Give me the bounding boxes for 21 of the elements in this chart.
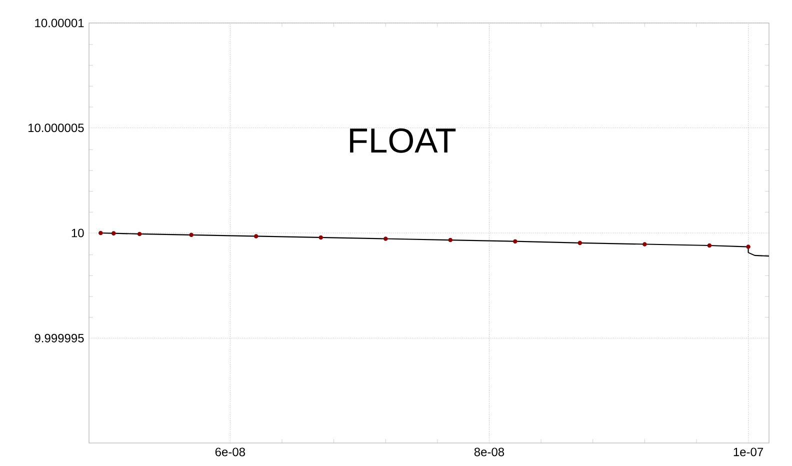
point — [98, 230, 103, 236]
y-tick-label: 10.000005 — [28, 124, 84, 132]
y-tick-label: 10 — [72, 228, 84, 238]
x-tick-label: 1e-07 — [734, 448, 764, 456]
point — [746, 244, 750, 249]
point — [189, 232, 194, 238]
point — [111, 231, 116, 236]
point — [448, 238, 453, 242]
point — [513, 239, 518, 244]
point — [578, 240, 582, 246]
point — [254, 234, 258, 238]
point — [137, 232, 142, 236]
point — [318, 235, 323, 240]
point — [707, 243, 712, 248]
y-tick-label: 9.999995 — [34, 334, 84, 342]
y-tick-label: 10.00001 — [35, 18, 84, 28]
point — [383, 236, 388, 241]
x-tick-label: 6e-08 — [215, 448, 245, 456]
x-tick-label: 8e-08 — [474, 448, 504, 456]
annotation: FLOAT — [350, 128, 456, 153]
point — [642, 242, 647, 246]
